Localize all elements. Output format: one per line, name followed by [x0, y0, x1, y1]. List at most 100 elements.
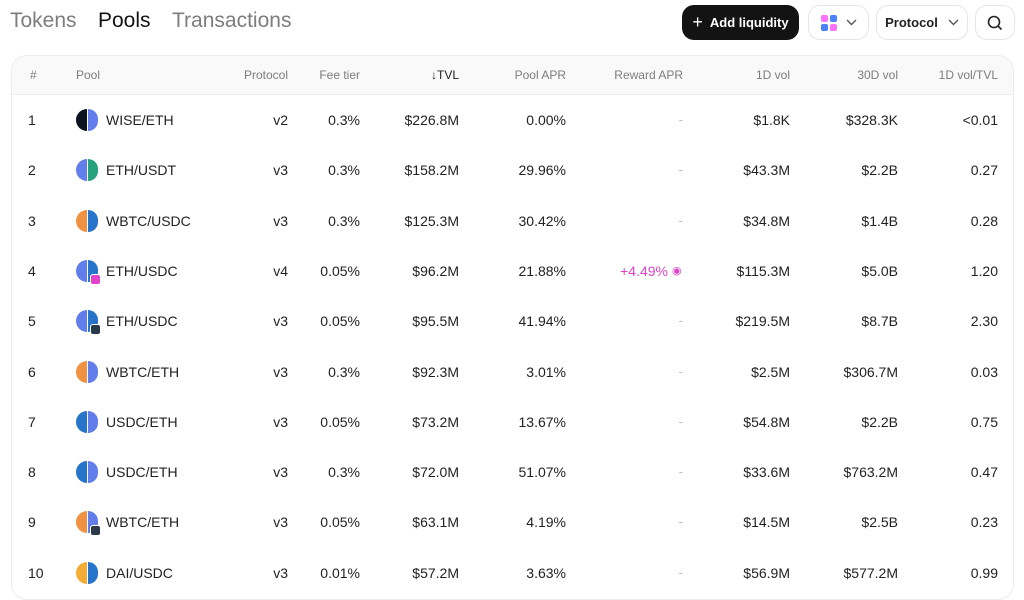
table-row[interactable]: 3 WBTC/USDC v3 0.3% $125.3M 30.42% $34.8M $1.4B… — [12, 196, 1013, 246]
row-vol1d: $34.8M — [743, 212, 790, 229]
row-vol1d: $14.5M — [743, 514, 790, 531]
row-protocol: v3 — [273, 363, 288, 380]
tab-tokens[interactable]: Tokens — [10, 9, 77, 32]
table-row[interactable]: 5 ETH/USDC v3 0.05% $95.5M 41.94% $219.5M $8.7B… — [12, 296, 1013, 346]
row-fee: 0.3% — [328, 363, 360, 380]
tab-pools[interactable]: Pools — [98, 9, 151, 32]
pool-cell: USDC/ETH — [76, 397, 178, 447]
row-rank: 6 — [28, 363, 36, 380]
row-rank: 9 — [28, 514, 36, 531]
header-30d-vol[interactable]: 30D vol — [857, 68, 898, 82]
row-pool-apr: 4.19% — [526, 514, 566, 531]
row-vol1d: $219.5M — [735, 313, 790, 330]
row-tvl: $72.0M — [412, 464, 459, 481]
table-row[interactable]: 9 WBTC/ETH v3 0.05% $63.1M 4.19% $14.5M $2.5B 0.… — [12, 497, 1013, 547]
row-reward-apr: - — [678, 363, 683, 379]
row-ratio: 1.20 — [970, 262, 998, 279]
tab-transactions[interactable]: Transactions — [172, 9, 292, 32]
header-tvl[interactable]: ↓TVL — [392, 68, 459, 82]
table-row[interactable]: 7 USDC/ETH v3 0.05% $73.2M 13.67% $54.8M $2.2B 0… — [12, 397, 1013, 447]
row-vol1d: $2.5M — [751, 363, 790, 380]
header-pool: Pool — [76, 68, 101, 82]
row-vol30d: $2.5B — [861, 514, 898, 531]
header-pool-apr[interactable]: Pool APR — [514, 68, 566, 82]
row-rank: 8 — [28, 464, 36, 481]
protocol-badge-icon — [90, 324, 101, 336]
pools-table: # Pool Protocol Fee tier ↓TVL Pool APR R… — [11, 55, 1014, 600]
row-ratio: 0.23 — [970, 514, 998, 531]
header-fee-tier[interactable]: Fee tier — [319, 68, 360, 82]
pool-cell: USDC/ETH — [76, 447, 178, 497]
row-pool-apr: 3.01% — [526, 363, 566, 380]
row-fee: 0.05% — [320, 514, 360, 531]
table-header: # Pool Protocol Fee tier ↓TVL Pool APR R… — [12, 56, 1013, 95]
pool-cell: WBTC/ETH — [76, 347, 179, 397]
row-protocol: v3 — [273, 162, 288, 179]
row-vol30d: $2.2B — [861, 162, 898, 179]
row-rank: 10 — [28, 564, 44, 581]
row-fee: 0.3% — [328, 112, 360, 128]
header-reward-apr[interactable]: Reward APR — [614, 68, 683, 82]
row-fee: 0.05% — [320, 313, 360, 330]
row-vol30d: $1.4B — [861, 212, 898, 229]
pool-name: ETH/USDC — [106, 262, 178, 279]
row-reward-apr: - — [678, 564, 683, 580]
row-protocol: v2 — [273, 112, 288, 128]
pool-name: WBTC/ETH — [106, 363, 180, 380]
search-button[interactable] — [975, 5, 1015, 40]
row-fee: 0.01% — [320, 564, 360, 581]
table-row[interactable]: 8 USDC/ETH v3 0.3% $72.0M 51.07% $33.6M $763.2M… — [12, 447, 1013, 497]
token-pair-icon — [76, 461, 98, 484]
row-tvl: $92.3M — [412, 363, 459, 380]
pool-name: WBTC/ETH — [106, 514, 180, 531]
row-vol30d: $5.0B — [861, 262, 898, 279]
row-ratio: 0.47 — [970, 464, 998, 481]
token-pair-icon — [76, 109, 98, 131]
row-tvl: $226.8M — [404, 112, 459, 128]
row-tvl: $73.2M — [412, 413, 459, 430]
header-1d-vol[interactable]: 1D vol — [755, 68, 790, 82]
row-protocol: v3 — [273, 514, 288, 531]
table-row[interactable]: 4 ETH/USDC v4 0.05% $96.2M 21.88% $115.3M $5.0B… — [12, 246, 1013, 296]
pool-name: WBTC/USDC — [106, 212, 191, 229]
row-ratio: 2.30 — [970, 313, 998, 330]
add-liquidity-label: Add liquidity — [709, 15, 789, 30]
pool-cell: ETH/USDT — [76, 145, 176, 195]
row-ratio: 0.03 — [970, 363, 998, 380]
token-pair-icon — [76, 159, 98, 182]
row-protocol: v3 — [273, 464, 288, 481]
header-protocol[interactable]: Protocol — [243, 68, 288, 82]
table-row[interactable]: 10 DAI/USDC v3 0.01% $57.2M 3.63% $56.9M $577.2… — [12, 548, 1013, 598]
row-rank: 7 — [28, 413, 36, 430]
row-vol1d: $54.8M — [743, 413, 790, 430]
row-pool-apr: 51.07% — [518, 464, 566, 481]
row-pool-apr: 21.88% — [518, 262, 566, 279]
row-pool-apr: 29.96% — [518, 162, 566, 179]
protocol-filter-button[interactable]: Protocol — [876, 5, 968, 40]
row-tvl: $63.1M — [412, 514, 459, 531]
pool-name: USDC/ETH — [106, 413, 178, 430]
pool-cell: WISE/ETH — [76, 95, 174, 145]
token-pair-icon — [76, 561, 98, 584]
table-row[interactable]: 1 WISE/ETH v2 0.3% $226.8M 0.00% $1.8K $328.3K <… — [12, 95, 1013, 145]
table-row[interactable]: 6 WBTC/ETH v3 0.3% $92.3M 3.01% $2.5M $306.7M 0.… — [12, 347, 1013, 397]
token-pair-icon — [76, 259, 101, 285]
network-filter-button[interactable] — [808, 5, 869, 40]
row-pool-apr: 0.00% — [526, 112, 566, 128]
table-row[interactable]: 2 ETH/USDT v3 0.3% $158.2M 29.96% $43.3M $2.2B 0… — [12, 145, 1013, 195]
row-ratio: 0.99 — [970, 564, 998, 581]
chevron-down-icon — [846, 19, 856, 26]
row-tvl: $57.2M — [412, 564, 459, 581]
token-pair-icon — [76, 410, 98, 433]
pool-name: ETH/USDC — [106, 313, 178, 330]
add-liquidity-button[interactable]: + Add liquidity — [682, 5, 799, 40]
row-ratio: 0.75 — [970, 413, 998, 430]
row-pool-apr: 41.94% — [518, 313, 566, 330]
row-reward-apr: - — [678, 514, 683, 530]
reward-token-icon: ◉ — [672, 264, 682, 277]
row-tvl: $95.5M — [412, 313, 459, 330]
header-1d-vol-tvl[interactable]: 1D vol/TVL — [938, 68, 998, 82]
row-fee: 0.3% — [328, 212, 360, 229]
pool-cell: WBTC/USDC — [76, 196, 191, 246]
row-tvl: $125.3M — [404, 212, 459, 229]
